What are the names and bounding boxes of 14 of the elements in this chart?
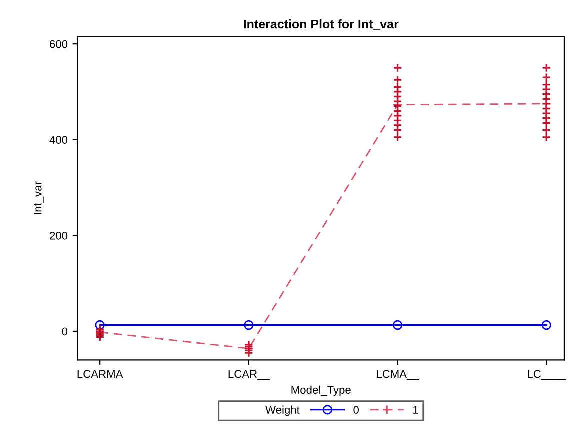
chart-title: Interaction Plot for Int_var [244,20,399,30]
x-tick-label: LCARMA [78,370,124,378]
x-tick-label: LCMA__ [377,370,420,380]
legend-label: 1 [414,406,418,414]
x-tick-label: LCAR__ [228,370,270,380]
y-tick-label: 200 [50,232,68,240]
y-axis-title: Int_var [34,182,44,215]
y-tick-label: 400 [50,136,68,144]
y-tick-label: 0 [62,328,68,336]
legend-label: 0 [354,406,359,414]
x-tick-label: LC____ [528,370,566,380]
y-tick-label: 600 [50,40,68,48]
legend-title: Weight [266,406,300,416]
x-axis-title: Model_Type [292,386,351,396]
